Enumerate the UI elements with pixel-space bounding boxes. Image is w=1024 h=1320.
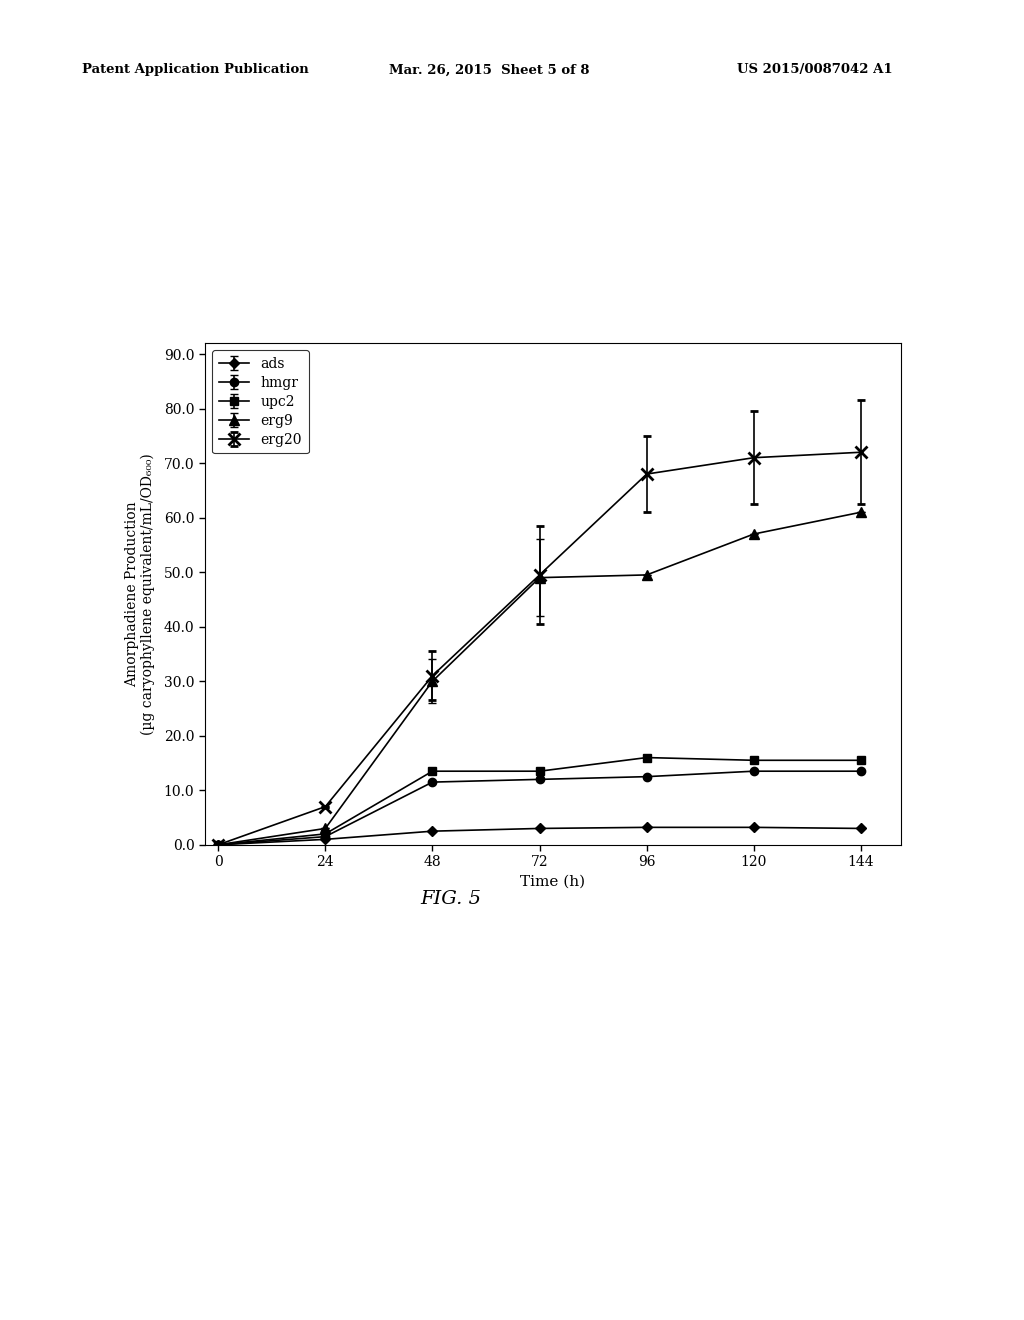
Text: Mar. 26, 2015  Sheet 5 of 8: Mar. 26, 2015 Sheet 5 of 8 <box>389 63 590 77</box>
Text: Patent Application Publication: Patent Application Publication <box>82 63 308 77</box>
Legend: ads, hmgr, upc2, erg9, erg20: ads, hmgr, upc2, erg9, erg20 <box>212 350 309 454</box>
X-axis label: Time (h): Time (h) <box>520 875 586 888</box>
Text: US 2015/0087042 A1: US 2015/0087042 A1 <box>737 63 893 77</box>
Text: FIG. 5: FIG. 5 <box>420 890 481 908</box>
Y-axis label: Amorphadiene Production
(µg caryophyllene equivalent/mL/OD₆₀₀): Amorphadiene Production (µg caryophyllen… <box>125 453 156 735</box>
